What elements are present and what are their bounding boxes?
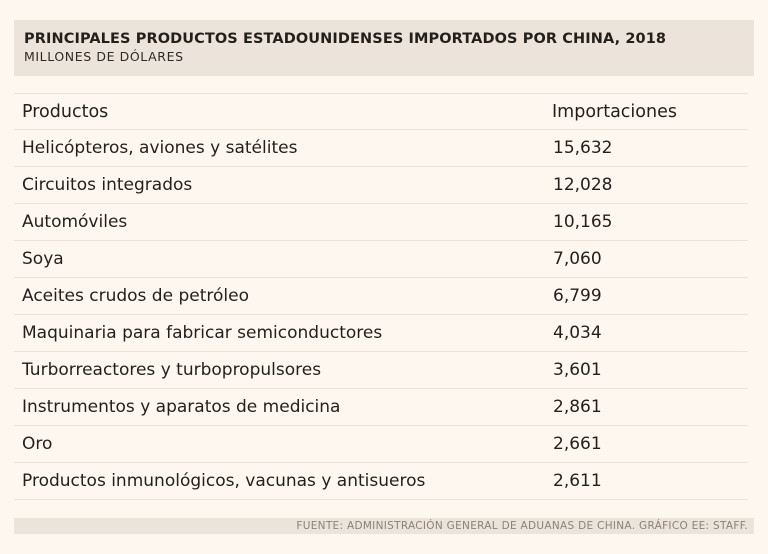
import-value-cell: 2,611 — [553, 471, 602, 491]
import-value-cell: 15,632 — [553, 138, 613, 158]
imports-table: Productos Importaciones Helicópteros, av… — [14, 93, 748, 500]
column-header-importaciones: Importaciones — [552, 102, 677, 122]
table-row: Aceites crudos de petróleo 6,799 — [14, 278, 748, 315]
import-value-cell: 3,601 — [553, 360, 602, 380]
table-row: Automóviles 10,165 — [14, 204, 748, 241]
chart-header: PRINCIPALES PRODUCTOS ESTADOUNIDENSES IM… — [14, 20, 754, 76]
import-value-cell: 2,661 — [553, 434, 602, 454]
product-cell: Automóviles — [22, 212, 128, 232]
chart-subtitle: MILLONES DE DÓLARES — [24, 49, 184, 64]
import-value-cell: 12,028 — [553, 175, 613, 195]
import-value-cell: 4,034 — [553, 323, 602, 343]
chart-title: PRINCIPALES PRODUCTOS ESTADOUNIDENSES IM… — [24, 31, 667, 47]
import-value-cell: 10,165 — [553, 212, 613, 232]
import-value-cell: 7,060 — [553, 249, 602, 269]
product-cell: Oro — [22, 434, 53, 454]
table-row: Oro 2,661 — [14, 426, 748, 463]
table-row: Circuitos integrados 12,028 — [14, 167, 748, 204]
product-cell: Helicópteros, aviones y satélites — [22, 138, 298, 158]
table-header-row: Productos Importaciones — [14, 93, 748, 130]
product-cell: Circuitos integrados — [22, 175, 193, 195]
column-header-productos: Productos — [22, 102, 109, 122]
product-cell: Turborreactores y turbopropulsores — [22, 360, 322, 380]
table-body: Helicópteros, aviones y satélites 15,632 C… — [14, 130, 748, 500]
import-value-cell: 2,861 — [553, 397, 602, 417]
import-value-cell: 6,799 — [553, 286, 602, 306]
product-cell: Aceites crudos de petróleo — [22, 286, 249, 306]
table-row: Helicópteros, aviones y satélites 15,632 — [14, 130, 748, 167]
product-cell: Instrumentos y aparatos de medicina — [22, 397, 341, 417]
product-cell: Productos inmunológicos, vacunas y antis… — [22, 471, 426, 491]
product-cell: Maquinaria para fabricar semiconductores — [22, 323, 383, 343]
table-row: Maquinaria para fabricar semiconductores… — [14, 315, 748, 352]
product-cell: Soya — [22, 249, 64, 269]
source-footer: FUENTE: ADMINISTRACIÓN GENERAL DE ADUANA… — [14, 518, 754, 534]
table-row: Soya 7,060 — [14, 241, 748, 278]
table-row: Turborreactores y turbopropulsores 3,601 — [14, 352, 748, 389]
table-row: Instrumentos y aparatos de medicina 2,861 — [14, 389, 748, 426]
table-row: Productos inmunológicos, vacunas y antis… — [14, 463, 748, 500]
